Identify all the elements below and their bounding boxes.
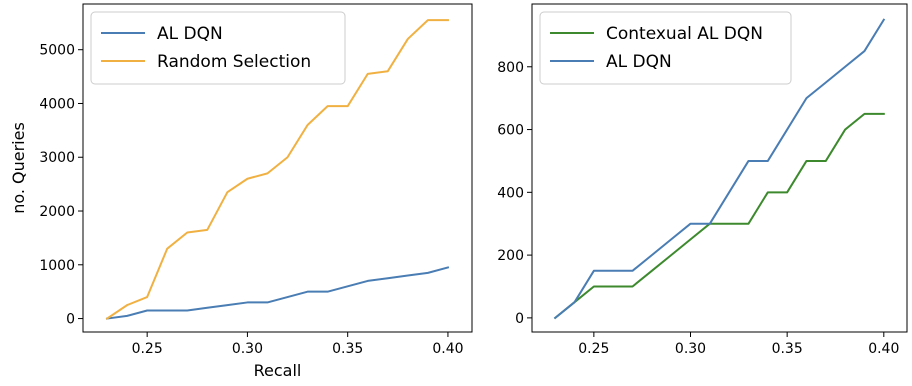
axes-frame xyxy=(82,3,473,333)
legend-label-contexual-al-dqn: Contexual AL DQN xyxy=(606,24,763,44)
x-tick-label: 0.30 xyxy=(675,341,706,357)
x-axis-label: Recall xyxy=(254,361,302,380)
y-tick-label: 0 xyxy=(515,311,524,327)
y-tick-label: 800 xyxy=(497,60,524,76)
x-tick-label: 0.30 xyxy=(232,341,263,357)
x-tick-label: 0.35 xyxy=(332,341,363,357)
legend-label-al-dqn: AL DQN xyxy=(606,52,672,72)
y-tick-label: 5000 xyxy=(39,43,75,59)
series-line-al-dqn xyxy=(553,18,886,320)
series-line-contexual-al-dqn xyxy=(553,112,885,320)
axes-frame xyxy=(531,3,908,333)
y-tick-label: 0 xyxy=(66,312,75,328)
y-tick-label: 2000 xyxy=(39,204,75,220)
x-tick-label: 0.35 xyxy=(772,341,803,357)
x-tick-label: 0.25 xyxy=(578,341,609,357)
legend-label-random-selection: Random Selection xyxy=(157,52,311,72)
y-tick-label: 200 xyxy=(497,248,524,264)
y-tick-label: 1000 xyxy=(39,258,75,274)
series-line-random-selection xyxy=(105,19,449,320)
legend-box xyxy=(539,11,792,85)
y-axis-label: no. Queries xyxy=(9,122,28,214)
x-tick-label: 0.25 xyxy=(132,341,163,357)
legend-label-al-dqn: AL DQN xyxy=(157,24,223,44)
chart-panel-2: 0.25 0.30 0.35 0.40 0 200 400 600 800 Contexual A… xyxy=(497,3,908,357)
y-tick-label: 600 xyxy=(497,123,524,139)
legend: Contexual AL DQN AL DQN xyxy=(539,11,792,85)
x-tick-label: 0.40 xyxy=(868,341,899,357)
y-tick-label: 400 xyxy=(497,185,524,201)
chart-panel-1: 0.25 0.30 0.35 0.40 0 1000 2000 3000 4000 5000 Rec… xyxy=(9,3,473,380)
legend: AL DQN Random Selection xyxy=(90,11,346,85)
y-tick-label: 3000 xyxy=(39,150,75,166)
y-tick-label: 4000 xyxy=(39,96,75,112)
legend-box xyxy=(90,11,346,85)
x-tick-label: 0.40 xyxy=(432,341,463,357)
series-line-al-dqn xyxy=(105,266,450,320)
